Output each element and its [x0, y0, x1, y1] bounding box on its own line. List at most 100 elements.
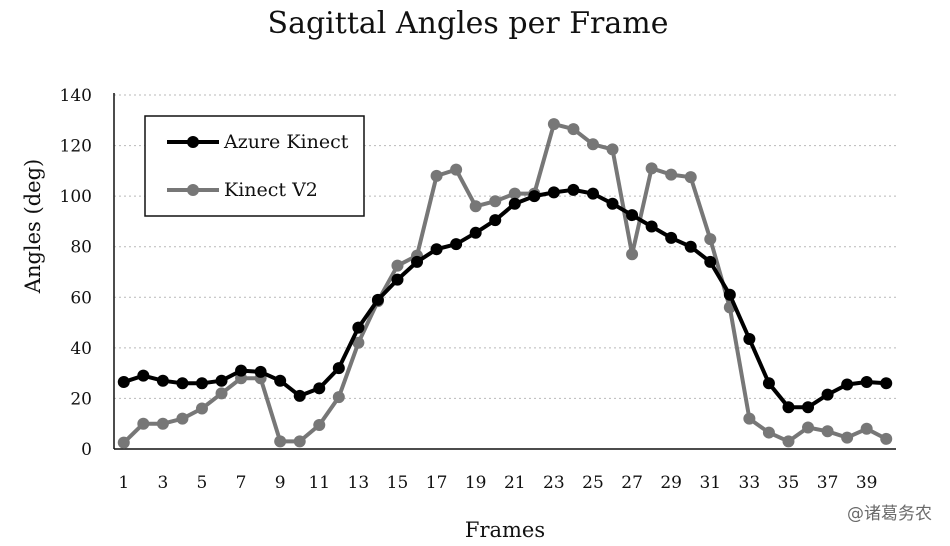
data-point-azure-kinect — [313, 382, 326, 395]
watermark: @诸葛务农 — [847, 504, 932, 524]
x-tick-labels: 1 3 5 7 9 11 13 15 17 19 21 23 25 27 29 31 33 35 37 39 — [118, 473, 877, 493]
data-point-kinect-v2 — [313, 418, 326, 431]
data-point-kinect-v2 — [606, 143, 619, 156]
data-point-azure-kinect — [547, 186, 560, 199]
data-point-azure-kinect — [489, 214, 502, 227]
data-point-azure-kinect — [645, 220, 658, 233]
data-point-kinect-v2 — [880, 432, 893, 445]
data-point-kinect-v2 — [450, 163, 463, 176]
data-point-azure-kinect — [860, 375, 873, 388]
x-tick-label: 33 — [739, 473, 761, 493]
x-tick-label: 23 — [543, 473, 565, 493]
series-group — [117, 118, 893, 449]
data-point-kinect-v2 — [332, 391, 345, 404]
data-point-kinect-v2 — [274, 435, 287, 448]
axes — [113, 93, 896, 450]
data-point-kinect-v2 — [860, 422, 873, 435]
data-point-azure-kinect — [254, 365, 267, 378]
x-tick-label: 3 — [157, 473, 168, 493]
data-point-azure-kinect — [235, 364, 248, 377]
data-point-azure-kinect — [293, 389, 306, 402]
data-point-azure-kinect — [391, 273, 404, 286]
y-tick-label: 140 — [60, 86, 92, 106]
legend-marker-kinect-v2 — [187, 184, 199, 196]
data-point-azure-kinect — [665, 231, 678, 244]
data-point-azure-kinect — [782, 401, 795, 414]
data-point-azure-kinect — [626, 209, 639, 222]
x-tick-label: 21 — [504, 473, 526, 493]
x-tick-label: 39 — [856, 473, 878, 493]
data-point-kinect-v2 — [469, 200, 482, 213]
data-point-azure-kinect — [762, 377, 775, 390]
data-point-azure-kinect — [332, 362, 345, 375]
data-point-kinect-v2 — [743, 412, 756, 425]
data-point-azure-kinect — [743, 333, 756, 346]
data-point-kinect-v2 — [567, 123, 580, 136]
data-point-kinect-v2 — [391, 259, 404, 272]
data-point-azure-kinect — [137, 369, 150, 382]
data-point-azure-kinect — [450, 238, 463, 251]
x-tick-label: 29 — [660, 473, 682, 493]
data-point-azure-kinect — [156, 374, 169, 387]
y-tick-label: 20 — [70, 389, 92, 409]
data-point-kinect-v2 — [821, 425, 834, 438]
data-point-azure-kinect — [821, 388, 834, 401]
data-point-kinect-v2 — [430, 169, 443, 182]
x-tick-label: 7 — [236, 473, 247, 493]
data-point-kinect-v2 — [665, 168, 678, 181]
series-kinect-v2 — [117, 118, 893, 449]
x-tick-label: 17 — [426, 473, 448, 493]
data-point-azure-kinect — [723, 288, 736, 301]
legend-box — [144, 115, 365, 217]
series-line-kinect-v2 — [122, 122, 888, 445]
x-tick-label: 11 — [308, 473, 330, 493]
y-tick-label: 0 — [81, 440, 92, 460]
data-point-azure-kinect — [274, 374, 287, 387]
data-point-kinect-v2 — [841, 431, 854, 444]
x-tick-label: 19 — [465, 473, 487, 493]
data-point-kinect-v2 — [508, 187, 521, 200]
data-point-azure-kinect — [704, 255, 717, 268]
data-point-kinect-v2 — [195, 402, 208, 415]
data-point-azure-kinect — [176, 377, 189, 390]
data-point-azure-kinect — [352, 321, 365, 334]
data-point-azure-kinect — [586, 187, 599, 200]
data-point-kinect-v2 — [215, 387, 228, 400]
data-point-kinect-v2 — [352, 336, 365, 349]
data-point-kinect-v2 — [156, 417, 169, 430]
x-tick-label: 5 — [197, 473, 208, 493]
series-azure-kinect — [117, 183, 893, 414]
data-point-kinect-v2 — [645, 162, 658, 175]
x-tick-label: 9 — [275, 473, 286, 493]
data-point-kinect-v2 — [489, 195, 502, 208]
x-tick-label: 35 — [778, 473, 800, 493]
data-point-kinect-v2 — [762, 426, 775, 439]
x-tick-label: 37 — [817, 473, 839, 493]
legend-label-kinect-v2: Kinect V2 — [224, 179, 318, 201]
legend-marker-azure-kinect — [187, 136, 199, 148]
x-tick-label: 1 — [118, 473, 129, 493]
data-point-kinect-v2 — [137, 417, 150, 430]
data-point-kinect-v2 — [626, 248, 639, 261]
legend: Azure Kinect Kinect V2 — [144, 115, 365, 217]
data-point-kinect-v2 — [782, 435, 795, 448]
data-point-azure-kinect — [880, 377, 893, 390]
chart-title: Sagittal Angles per Frame — [268, 6, 669, 41]
y-tick-labels: 0 20 40 60 80 100 120 140 — [60, 86, 92, 460]
data-point-kinect-v2 — [802, 421, 815, 434]
data-point-azure-kinect — [117, 375, 130, 388]
data-point-kinect-v2 — [684, 171, 697, 184]
data-point-azure-kinect — [215, 374, 228, 387]
data-point-azure-kinect — [411, 255, 424, 268]
data-point-kinect-v2 — [293, 435, 306, 448]
y-tick-label: 40 — [70, 339, 92, 359]
x-axis-title: Frames — [465, 518, 545, 542]
data-point-kinect-v2 — [176, 412, 189, 425]
x-tick-label: 27 — [621, 473, 643, 493]
y-tick-label: 120 — [60, 137, 92, 157]
y-tick-label: 60 — [70, 288, 92, 308]
x-tick-label: 13 — [348, 473, 370, 493]
y-tick-label: 100 — [60, 187, 92, 207]
y-tick-label: 80 — [70, 238, 92, 258]
